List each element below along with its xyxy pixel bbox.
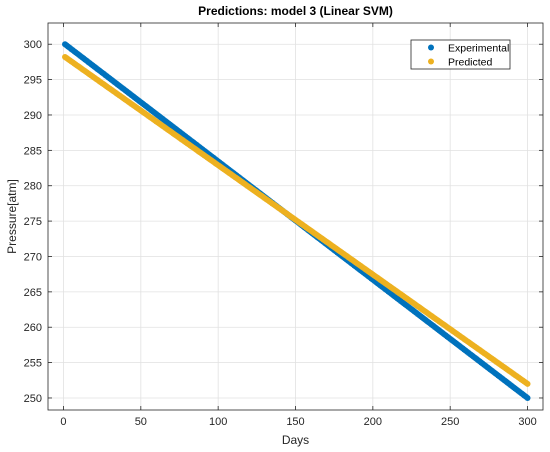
legend-label-predicted: Predicted (448, 57, 493, 69)
y-tick-label: 255 (24, 358, 42, 370)
y-tick-label: 300 (24, 39, 42, 51)
grid (48, 23, 543, 410)
x-tick-label: 300 (518, 416, 536, 428)
y-axis-label: Pressure[atm] (5, 179, 19, 254)
x-tick-label: 100 (209, 416, 227, 428)
legend-box (410, 39, 511, 70)
y-tick-label: 290 (24, 110, 42, 122)
legend-label-experimental: Experimental (448, 43, 509, 55)
x-tick-label: 0 (60, 416, 66, 428)
legend-marker-predicted (428, 58, 434, 65)
legend: Experimental Predicted (410, 39, 511, 70)
y-tick-label: 295 (24, 75, 42, 87)
legend-marker-experimental (428, 44, 434, 51)
y-tick-label: 285 (24, 145, 42, 157)
data-point (524, 394, 531, 401)
ticks: 0 50 100 150 200 250 300 250 255 260 265 270 275 280 2… (24, 23, 543, 428)
chart-title: Predictions: model 3 (Linear SVM) (198, 4, 393, 18)
series-layer (62, 41, 531, 401)
y-tick-label: 280 (24, 181, 42, 193)
y-tick-label: 250 (24, 393, 42, 405)
y-tick-label: 275 (24, 216, 42, 228)
series-predicted (62, 53, 531, 387)
x-tick-label: 150 (286, 416, 304, 428)
y-tick-label: 265 (24, 287, 42, 299)
x-axis-label: Days (282, 433, 309, 447)
x-tick-label: 50 (135, 416, 147, 428)
x-tick-label: 250 (441, 416, 459, 428)
x-tick-label: 200 (364, 416, 382, 428)
y-tick-label: 260 (24, 322, 42, 334)
data-point (524, 380, 531, 387)
y-tick-label: 270 (24, 251, 42, 263)
